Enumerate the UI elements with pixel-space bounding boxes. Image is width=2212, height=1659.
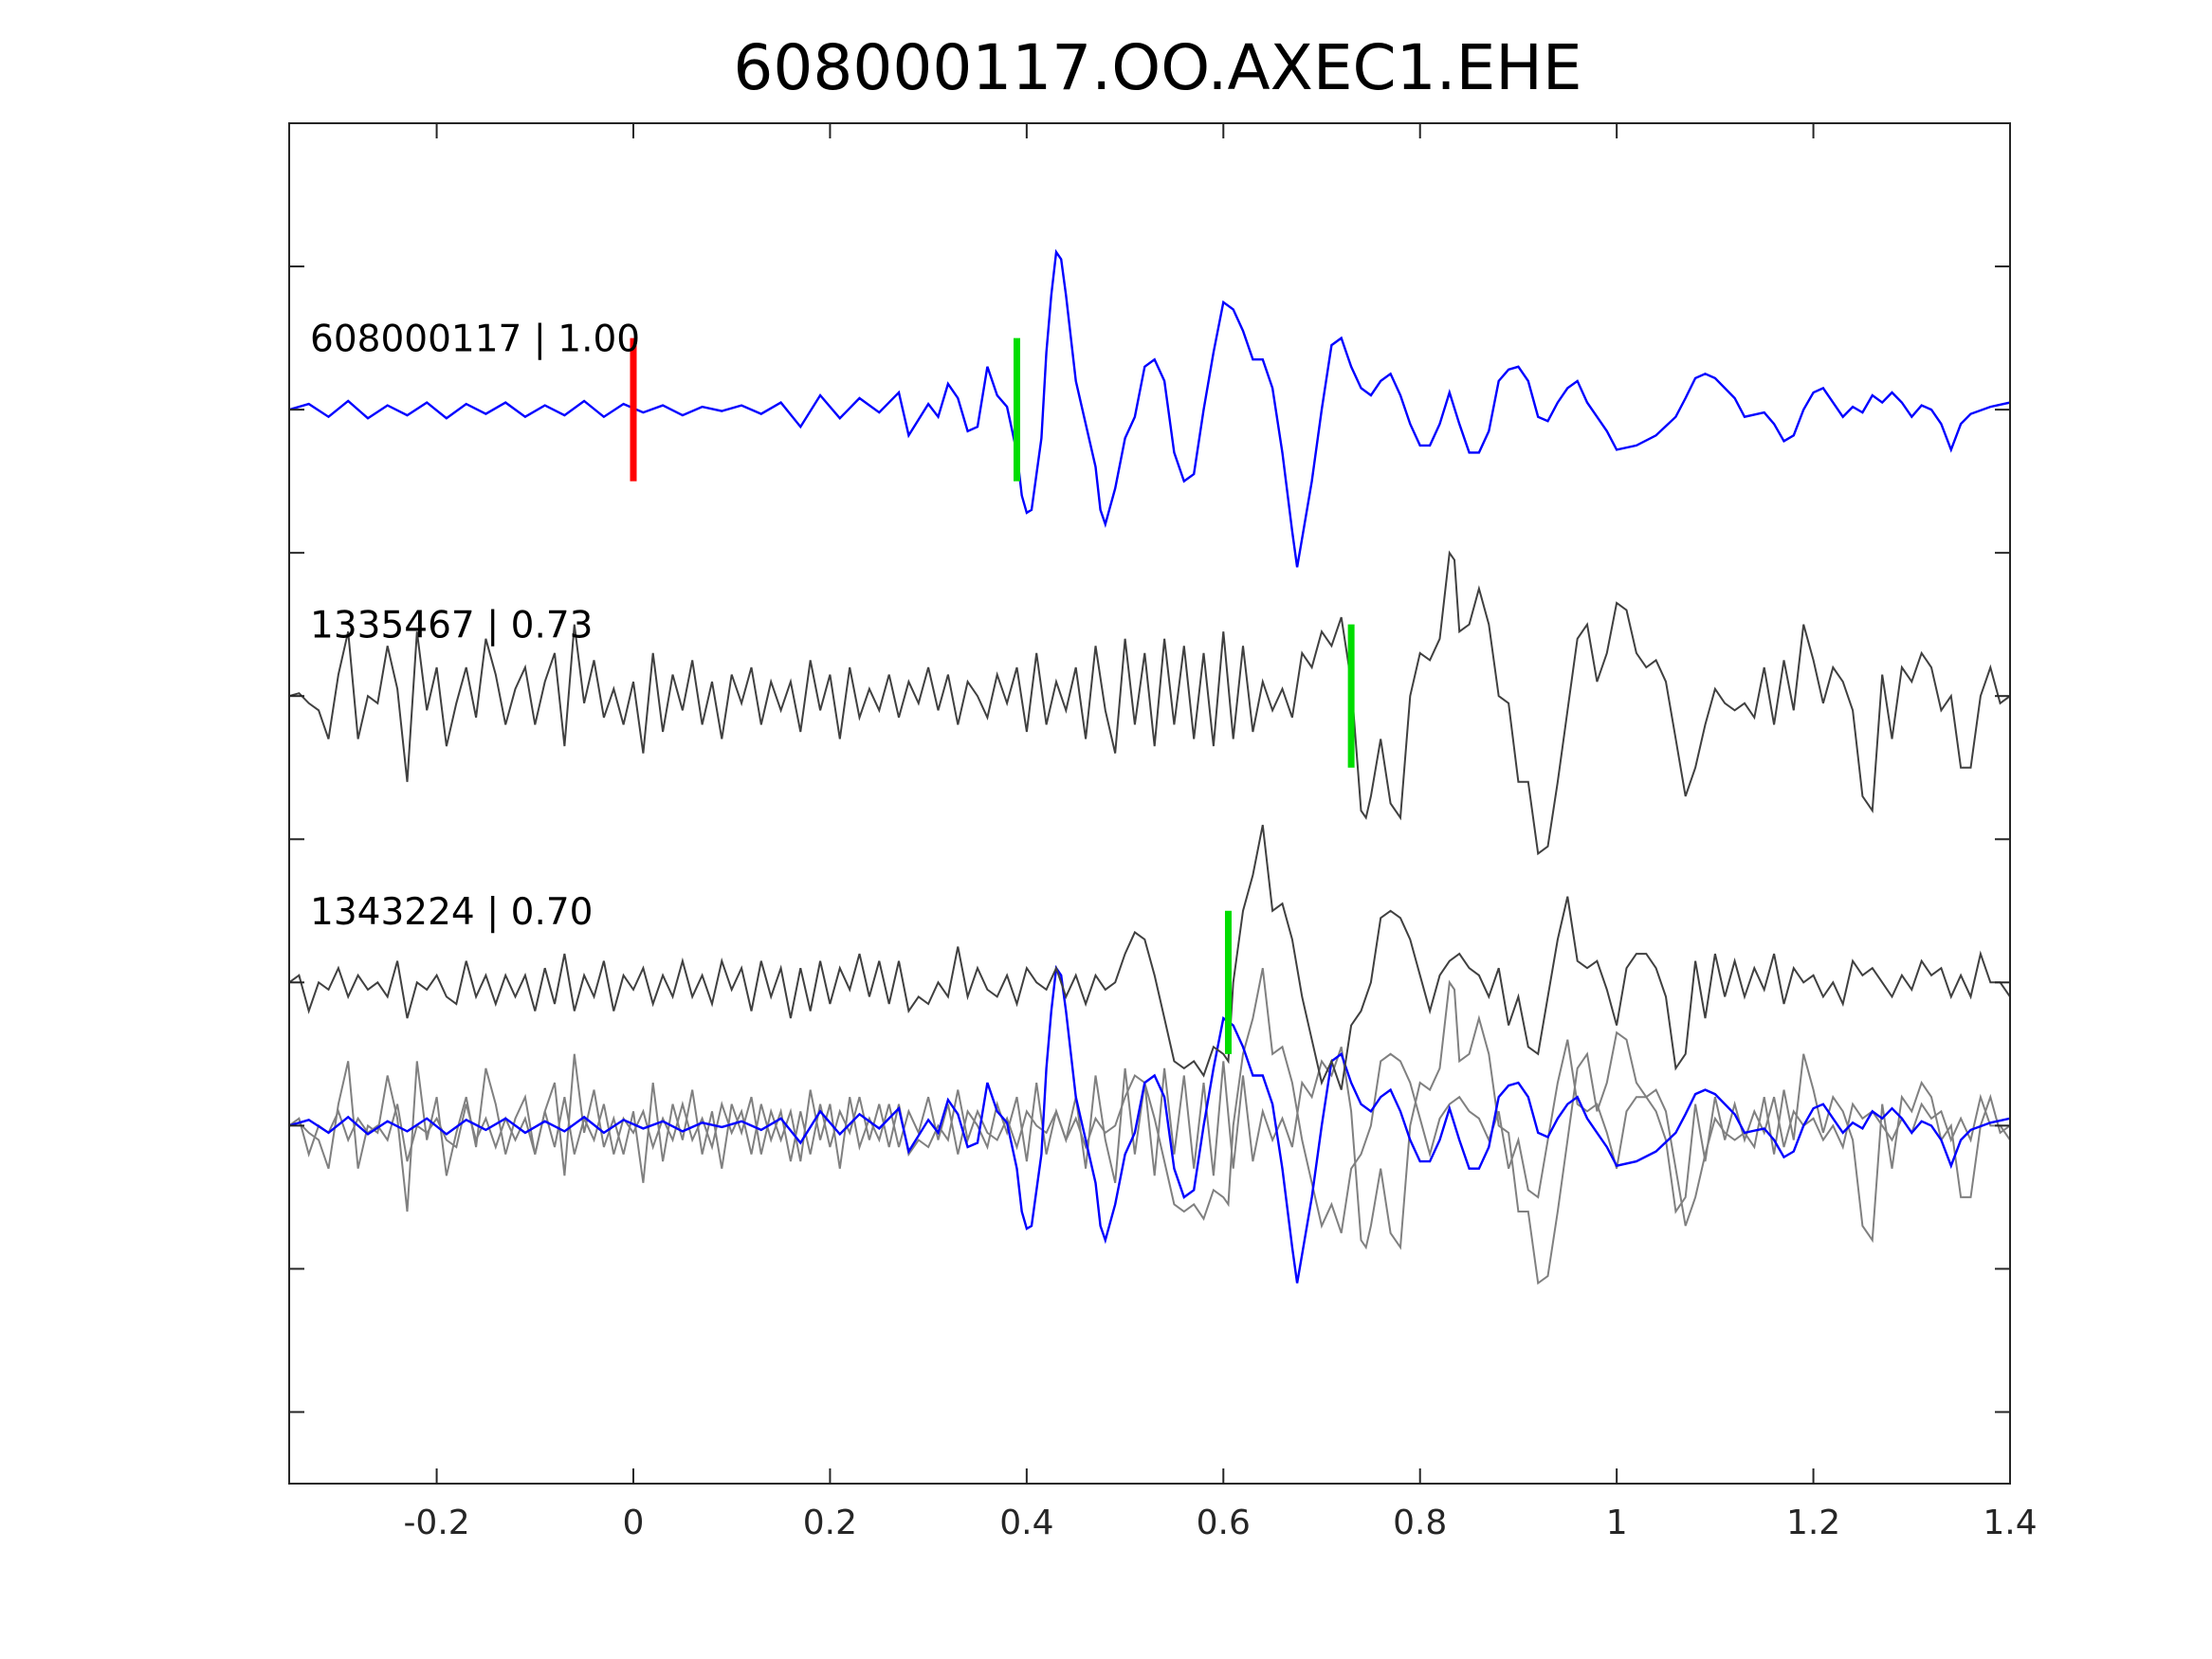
- x-tick-label: 0.4: [999, 1504, 1053, 1542]
- trace-label-2: 1335467 | 0.73: [310, 605, 593, 647]
- axes: 608000117 | 1.00 1335467 | 0.73 1343224 | …: [288, 122, 2038, 1542]
- trace-3: [289, 825, 2010, 1090]
- plot-area: [289, 248, 2010, 1285]
- x-tick-label: 1.2: [1786, 1504, 1840, 1542]
- overlay-template-trace: [289, 964, 2010, 1284]
- x-tick-label: -0.2: [403, 1504, 469, 1542]
- trace-2: [289, 550, 2010, 856]
- overlay-neighbor-trace-1: [289, 979, 2010, 1285]
- x-tick-label: 1.4: [1983, 1504, 2037, 1542]
- x-tick-label: 1: [1606, 1504, 1628, 1542]
- chart-title: 608000117.OO.AXEC1.EHE: [733, 31, 1581, 104]
- trace-1: [289, 248, 2010, 568]
- x-tick-label: 0.2: [803, 1504, 857, 1542]
- overlay-neighbor-trace-2: [289, 968, 2010, 1234]
- x-tick-label: 0.6: [1197, 1504, 1251, 1542]
- trace-label-3: 1343224 | 0.70: [310, 891, 593, 934]
- axes-frame: [288, 122, 2011, 1485]
- x-tick-label: 0: [623, 1504, 645, 1542]
- trace-label-1: 608000117 | 1.00: [310, 319, 640, 361]
- x-tick-label: 0.8: [1393, 1504, 1447, 1542]
